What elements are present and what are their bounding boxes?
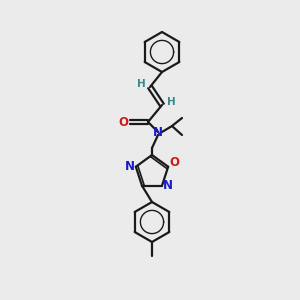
Text: H: H (167, 97, 176, 107)
Text: N: N (163, 179, 173, 192)
Text: N: N (125, 160, 135, 173)
Text: O: O (169, 156, 179, 169)
Text: H: H (136, 79, 146, 89)
Text: O: O (118, 116, 128, 128)
Text: N: N (153, 125, 163, 139)
